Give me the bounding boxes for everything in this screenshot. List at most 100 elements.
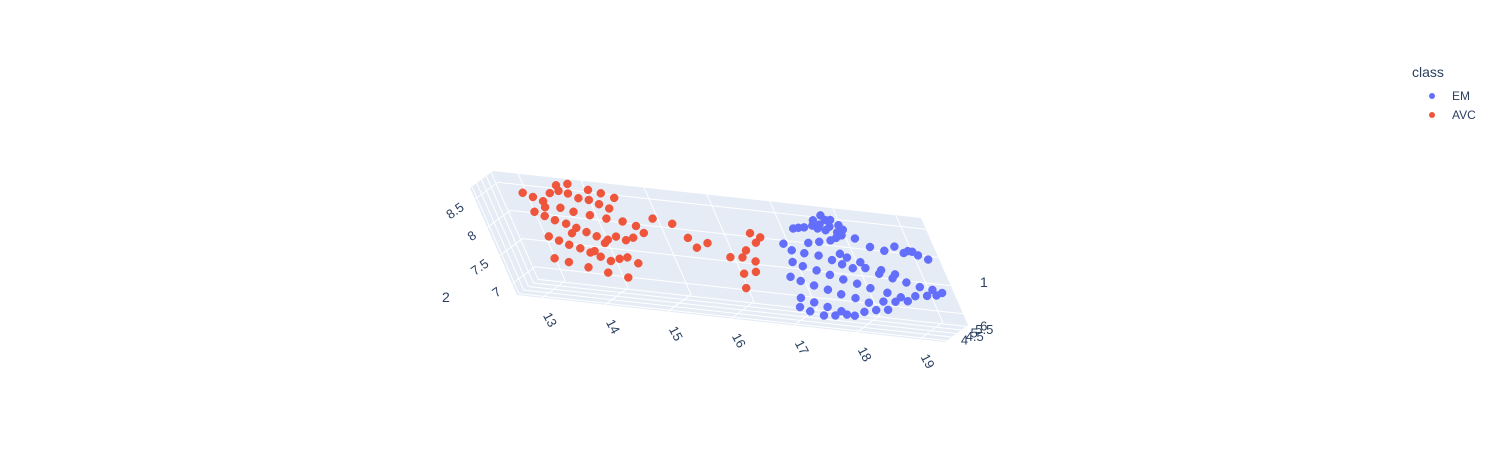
- point-em-43[interactable]: [788, 257, 797, 267]
- point-em-23[interactable]: [923, 255, 933, 264]
- point-avc-66[interactable]: [741, 283, 751, 293]
- point-em-13[interactable]: [794, 223, 803, 233]
- point-avc-28[interactable]: [623, 253, 632, 262]
- point-em-26[interactable]: [779, 239, 788, 248]
- point-avc-39[interactable]: [602, 214, 611, 223]
- point-avc-42[interactable]: [639, 228, 649, 238]
- point-em-70[interactable]: [831, 311, 840, 320]
- point-em-80[interactable]: [814, 237, 824, 247]
- point-em-24[interactable]: [907, 247, 917, 257]
- point-avc-21[interactable]: [554, 236, 564, 245]
- point-avc-26[interactable]: [606, 256, 616, 266]
- point-avc-50[interactable]: [600, 238, 610, 248]
- point-avc-18[interactable]: [611, 232, 621, 241]
- point-em-58[interactable]: [823, 285, 833, 294]
- point-avc-63[interactable]: [745, 228, 755, 238]
- point-avc-36[interactable]: [556, 203, 565, 213]
- point-avc-11[interactable]: [540, 211, 549, 221]
- point-em-20[interactable]: [890, 242, 899, 251]
- point-em-29[interactable]: [814, 251, 823, 260]
- point-em-60[interactable]: [796, 276, 805, 286]
- point-em-33[interactable]: [861, 263, 870, 273]
- point-em-81[interactable]: [804, 238, 813, 248]
- point-avc-5[interactable]: [563, 189, 573, 198]
- point-em-45[interactable]: [812, 266, 821, 275]
- point-avc-31[interactable]: [563, 179, 572, 189]
- point-avc-47[interactable]: [624, 273, 633, 282]
- point-em-74[interactable]: [883, 305, 893, 315]
- point-em-19[interactable]: [880, 246, 889, 256]
- point-avc-19[interactable]: [621, 235, 631, 245]
- point-avc-65[interactable]: [739, 269, 749, 278]
- point-avc-29[interactable]: [634, 259, 643, 268]
- point-avc-12[interactable]: [550, 215, 560, 225]
- point-em-52[interactable]: [903, 296, 913, 306]
- point-avc-61[interactable]: [751, 238, 761, 247]
- point-avc-59[interactable]: [751, 257, 760, 266]
- point-em-53[interactable]: [891, 297, 900, 307]
- point-em-61[interactable]: [786, 272, 795, 282]
- point-avc-15[interactable]: [582, 227, 591, 237]
- point-em-71[interactable]: [842, 310, 852, 319]
- point-avc-43[interactable]: [628, 233, 638, 242]
- point-avc-60[interactable]: [741, 246, 751, 255]
- point-em-32[interactable]: [848, 263, 858, 273]
- point-avc-27[interactable]: [615, 254, 624, 264]
- point-em-36[interactable]: [902, 278, 911, 287]
- point-em-55[interactable]: [864, 298, 874, 307]
- point-avc-48[interactable]: [550, 254, 559, 263]
- point-em-59[interactable]: [809, 281, 819, 290]
- point-em-78[interactable]: [876, 265, 886, 275]
- point-em-49[interactable]: [866, 283, 875, 293]
- point-em-47[interactable]: [839, 275, 848, 284]
- point-avc-38[interactable]: [585, 210, 595, 220]
- point-avc-49[interactable]: [590, 246, 599, 256]
- point-em-64[interactable]: [823, 302, 832, 312]
- point-avc-53[interactable]: [667, 219, 677, 229]
- point-avc-9[interactable]: [604, 204, 614, 213]
- point-em-37[interactable]: [915, 282, 925, 292]
- point-avc-44[interactable]: [564, 257, 574, 267]
- point-avc-7[interactable]: [584, 195, 594, 205]
- point-avc-56[interactable]: [703, 238, 712, 248]
- point-em-57[interactable]: [836, 290, 846, 299]
- point-avc-35[interactable]: [540, 202, 550, 212]
- point-em-79[interactable]: [890, 270, 900, 279]
- point-em-25[interactable]: [899, 248, 908, 258]
- legend-item-avc[interactable]: AVC: [1412, 105, 1476, 124]
- point-em-56[interactable]: [851, 293, 860, 303]
- point-em-17[interactable]: [850, 234, 860, 243]
- point-em-73[interactable]: [871, 305, 881, 315]
- point-em-63[interactable]: [809, 298, 819, 307]
- point-avc-46[interactable]: [603, 268, 613, 277]
- point-avc-58[interactable]: [738, 253, 747, 262]
- point-em-75[interactable]: [842, 253, 852, 262]
- point-avc-57[interactable]: [726, 252, 735, 262]
- point-avc-32[interactable]: [583, 185, 593, 195]
- point-avc-6[interactable]: [574, 193, 583, 203]
- point-avc-20[interactable]: [544, 232, 554, 241]
- point-em-30[interactable]: [827, 255, 837, 265]
- point-avc-1[interactable]: [528, 192, 538, 202]
- point-avc-52[interactable]: [648, 214, 657, 223]
- point-em-67[interactable]: [819, 311, 829, 320]
- point-avc-64[interactable]: [751, 267, 761, 277]
- point-avc-16[interactable]: [592, 232, 601, 241]
- point-avc-33[interactable]: [596, 189, 606, 198]
- point-avc-34[interactable]: [609, 193, 619, 203]
- point-em-42[interactable]: [911, 291, 920, 301]
- point-em-72[interactable]: [860, 307, 869, 317]
- point-em-28[interactable]: [800, 248, 809, 258]
- point-em-40[interactable]: [932, 291, 941, 300]
- point-em-62[interactable]: [796, 293, 806, 303]
- point-em-41[interactable]: [922, 291, 932, 301]
- point-em-68[interactable]: [805, 307, 815, 316]
- point-em-77[interactable]: [835, 249, 845, 259]
- point-avc-10[interactable]: [530, 207, 539, 217]
- point-avc-13[interactable]: [561, 219, 571, 228]
- point-avc-40[interactable]: [618, 217, 627, 226]
- point-avc-51[interactable]: [567, 228, 577, 238]
- point-em-66[interactable]: [850, 311, 860, 320]
- point-em-8[interactable]: [813, 224, 822, 233]
